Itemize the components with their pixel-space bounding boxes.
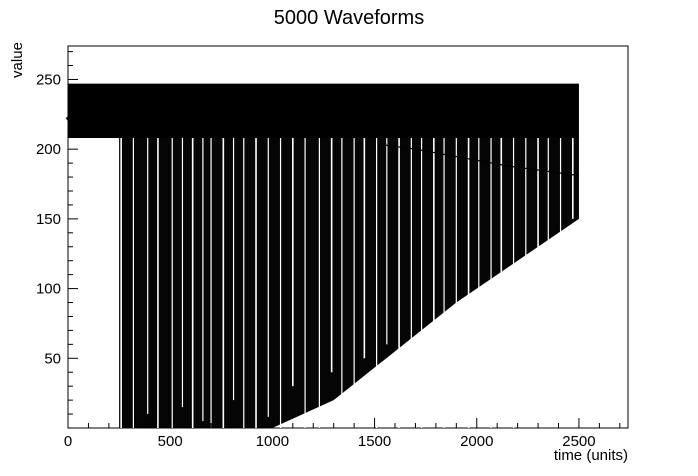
axis-layer: 0 500 1000 1500 2000 2500 50 100 150 200 250: [36, 51, 621, 450]
plot-layer: [65, 83, 580, 429]
y-axis-label: value: [9, 42, 26, 78]
plot-area: [67, 45, 629, 429]
x-axis-label: time (units): [554, 447, 628, 464]
trend-line: [384, 144, 580, 177]
waveform-mass: [119, 138, 579, 429]
x-tick-label: 2000: [460, 433, 493, 450]
chart-title: 5000 Waveforms: [274, 7, 424, 29]
x-tick-label: 2500: [562, 433, 595, 450]
x-tick-label: 1000: [256, 433, 289, 450]
x-tick-label: 0: [64, 433, 72, 450]
y-tick-label: 150: [36, 211, 61, 228]
y-tick-label: 50: [44, 350, 61, 367]
y-tick-label: 200: [36, 141, 61, 158]
y-tick-label: 100: [36, 281, 61, 298]
x-tick-label: 1500: [358, 433, 391, 450]
early-baseline: [65, 111, 119, 127]
waveform-band: [68, 83, 579, 139]
x-tick-label: 500: [158, 433, 183, 450]
y-tick-label: 250: [36, 71, 61, 88]
